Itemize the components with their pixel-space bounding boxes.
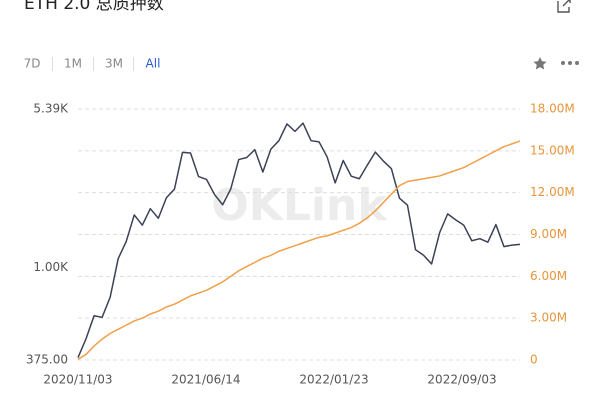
series-line [77, 122, 521, 358]
x-tick-label: 2022/01/23 [299, 373, 368, 387]
dot [568, 61, 572, 65]
y2-tick-label: 9.00M [530, 227, 567, 241]
y2-tick-label: 15.00M [530, 143, 575, 157]
share-box [557, 1, 570, 13]
y2-tick-label: 0 [530, 353, 538, 367]
star [533, 57, 547, 70]
tab[interactable]: 1M [64, 57, 82, 71]
y2-tick-label: 3.00M [530, 311, 567, 325]
x-tick-label: 2022/09/03 [427, 373, 496, 387]
x-tick-label: 2021/06/14 [171, 373, 240, 387]
y2-tick-label: 6.00M [530, 269, 567, 283]
chart: OKLink 0 3.00M 6.00M 9.00M 12.00M 15.00M 18.00M… [26, 102, 575, 387]
y2-tick-label: 12.00M [530, 185, 575, 199]
tab[interactable]: 7D [24, 57, 41, 71]
dot [575, 61, 579, 65]
series-line [77, 140, 521, 360]
tab-bar: 7D 1M 3M All [24, 57, 161, 71]
y-tick-label: 5.39K [33, 102, 69, 116]
tab[interactable]: 3M [105, 57, 123, 71]
page-title: ETH 2.0 总质押数 [24, 0, 164, 14]
y-tick-label: 375.00 [26, 353, 68, 367]
x-tick-label: 2020/11/03 [43, 373, 112, 387]
more-icon[interactable] [561, 61, 579, 65]
share-icon[interactable] [557, 0, 571, 13]
y2-tick-label: 18.00M [530, 102, 575, 116]
y-tick-label: 1.00K [33, 260, 69, 274]
favorite-icon[interactable] [533, 57, 547, 70]
tab[interactable]: All [146, 57, 161, 71]
share-arrow [562, 0, 571, 7]
watermark: OKLink [211, 180, 388, 231]
dot [561, 61, 565, 65]
